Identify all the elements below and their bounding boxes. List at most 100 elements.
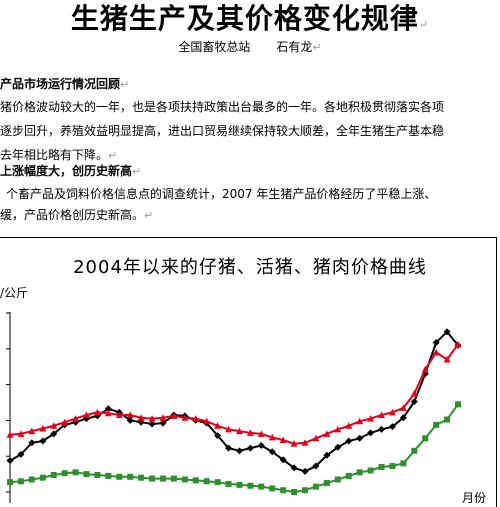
data-point — [159, 414, 167, 421]
data-point — [433, 421, 440, 428]
data-point — [268, 433, 276, 441]
return-mark-icon: ↵ — [144, 209, 154, 222]
data-point — [410, 398, 418, 406]
data-point — [82, 411, 90, 419]
data-point — [399, 414, 407, 422]
data-point — [334, 476, 341, 483]
data-point — [258, 483, 265, 490]
data-point — [192, 415, 200, 422]
data-point — [257, 430, 265, 437]
y-axis-unit: /公斤 — [0, 286, 29, 300]
data-point — [345, 422, 353, 429]
data-point — [247, 482, 254, 489]
data-point — [455, 401, 461, 408]
data-point — [116, 473, 123, 480]
data-point — [345, 472, 352, 479]
data-point — [356, 417, 364, 425]
data-point — [454, 340, 462, 348]
data-point — [312, 462, 320, 470]
data-point — [268, 448, 276, 456]
data-point — [236, 481, 243, 488]
data-point — [28, 439, 36, 447]
data-point — [94, 471, 101, 478]
data-point — [356, 469, 363, 476]
data-point — [6, 431, 14, 438]
data-point — [181, 414, 189, 421]
data-point — [93, 408, 101, 416]
data-point — [291, 489, 298, 495]
data-point — [39, 474, 46, 481]
data-point — [235, 427, 243, 435]
section-heading-rise: 上涨幅度大，创历史新高↵ — [0, 162, 141, 181]
body-line-6: 缓，产品价格创历史新高。↵ — [0, 206, 153, 225]
data-point — [104, 409, 112, 417]
data-point — [443, 328, 451, 336]
data-point — [378, 425, 386, 433]
data-point — [312, 483, 319, 490]
data-point — [323, 430, 331, 437]
data-point — [246, 429, 254, 436]
chart-title: 2004年以来的仔猪、活猪、猪肉价格曲线 — [73, 257, 427, 278]
data-point — [367, 429, 375, 437]
data-point — [388, 408, 396, 416]
data-point — [214, 479, 221, 486]
data-point — [443, 356, 451, 363]
data-point — [148, 420, 156, 428]
data-point — [279, 436, 287, 444]
series-square — [7, 401, 461, 495]
data-point — [269, 485, 276, 492]
data-point — [126, 416, 134, 424]
data-point — [159, 419, 167, 427]
data-point — [246, 444, 254, 452]
data-point — [290, 464, 298, 472]
data-point — [28, 476, 35, 483]
data-point — [28, 427, 36, 435]
return-mark-icon: ↵ — [108, 149, 118, 162]
data-point — [181, 476, 188, 483]
body-line-1: 猪价格波动较大的一年，也是各项扶持政策出台最多的一年。各地积极贯彻落实各项 — [0, 98, 444, 117]
data-point — [421, 365, 429, 373]
chart-frame — [0, 237, 497, 507]
data-point — [334, 425, 342, 433]
title-text: 生猪生产及其价格变化规律 — [70, 2, 419, 35]
return-mark-icon: ↵ — [120, 78, 130, 91]
series-line — [9, 330, 459, 473]
document-title: 生猪生产及其价格变化规律↵ — [0, 2, 500, 42]
data-point — [115, 411, 123, 419]
data-point — [399, 404, 407, 411]
data-point — [214, 422, 222, 429]
data-point — [323, 480, 330, 487]
data-point — [225, 425, 233, 433]
data-point — [127, 473, 134, 480]
x-axis-unit: 月份 — [462, 491, 487, 505]
section-heading-review: 产品市场运行情况回顾↵ — [0, 75, 129, 94]
line-text: 产品市场运行情况回顾 — [0, 77, 121, 91]
data-point — [225, 480, 232, 487]
data-point — [301, 439, 309, 446]
line-text: 上涨幅度大，创历史新高 — [0, 164, 133, 178]
data-point — [61, 470, 68, 477]
return-mark-icon: ↵ — [132, 165, 142, 178]
data-point — [39, 437, 47, 445]
data-point — [72, 469, 79, 476]
data-point — [422, 435, 429, 442]
line-text: 个畜产品及饲料价格信息点的调查统计，2007 年生猪产品价格经历了平稳上涨、 — [6, 187, 437, 201]
data-point — [50, 422, 58, 429]
return-mark-icon: ↵ — [418, 18, 430, 31]
return-mark-icon: ↵ — [312, 41, 322, 54]
data-point — [302, 487, 309, 494]
body-line-3: 去年相比略有下降。↵ — [0, 146, 117, 165]
data-point — [378, 463, 385, 470]
data-point — [301, 467, 309, 475]
data-point — [61, 418, 69, 426]
data-point — [72, 415, 80, 422]
data-point — [400, 460, 407, 467]
data-point — [6, 457, 14, 465]
data-point — [334, 443, 342, 451]
data-point — [279, 456, 287, 464]
data-point — [17, 478, 24, 485]
line-text: 逐步回升，养殖效益明显提高，进出口贸易继续保持较大顺差，全年生猪生产基本稳 — [0, 124, 445, 138]
data-point — [170, 475, 177, 482]
author-name: 石有龙 — [276, 40, 313, 54]
